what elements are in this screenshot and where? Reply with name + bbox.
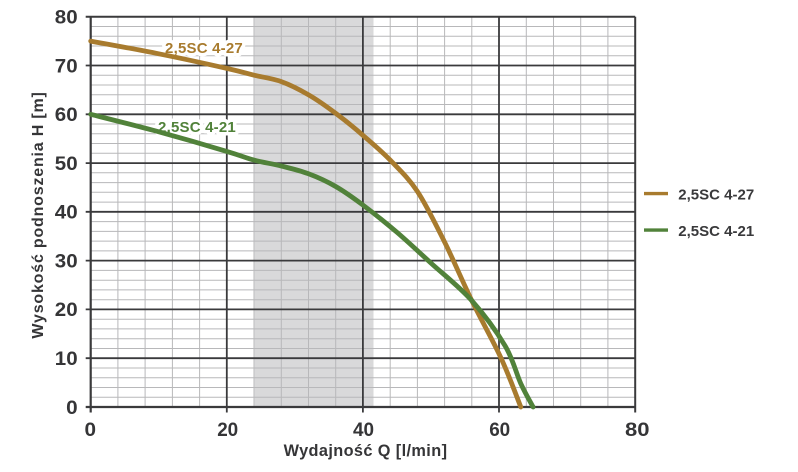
svg-text:Wysokość podnoszenia H [m]: Wysokość podnoszenia H [m]: [30, 91, 47, 338]
svg-text:0: 0: [66, 398, 78, 419]
svg-text:40: 40: [55, 203, 78, 224]
svg-text:10: 10: [55, 349, 78, 370]
svg-text:20: 20: [55, 300, 78, 321]
svg-text:30: 30: [55, 251, 78, 272]
svg-text:60: 60: [489, 420, 510, 441]
svg-text:2,5SC 4-21: 2,5SC 4-21: [678, 223, 754, 240]
svg-text:0: 0: [85, 420, 97, 441]
svg-text:20: 20: [217, 420, 238, 441]
svg-text:Wydajność Q [l/min]: Wydajność Q [l/min]: [284, 442, 448, 460]
svg-text:40: 40: [353, 420, 374, 441]
svg-text:50: 50: [55, 154, 78, 175]
svg-text:60: 60: [55, 105, 78, 126]
svg-text:80: 80: [625, 420, 650, 441]
svg-text:70: 70: [55, 56, 78, 77]
svg-text:2,5SC 4-27: 2,5SC 4-27: [678, 187, 754, 204]
svg-text:80: 80: [55, 8, 78, 29]
svg-text:2,5SC 4-27: 2,5SC 4-27: [165, 40, 243, 57]
